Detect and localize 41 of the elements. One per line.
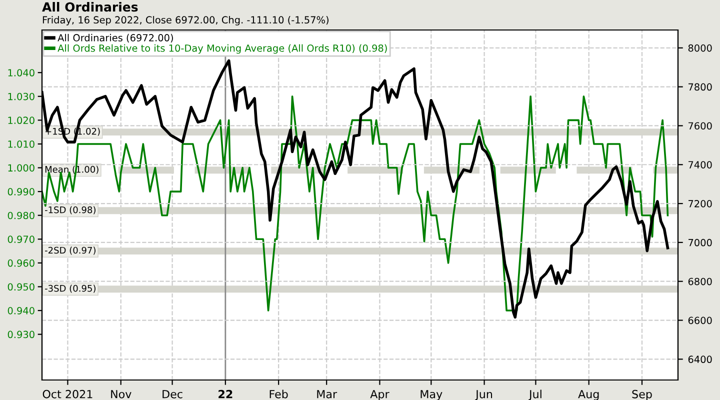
x-tick-label: Apr xyxy=(370,390,390,400)
y-tick-label: 0.980 xyxy=(8,212,34,220)
x-tick-label: Mar xyxy=(317,390,338,398)
legend-label: All Ords Relative to its 10-Day Moving Average (All Ords R10) (0.98) xyxy=(58,44,387,54)
y2-tick-label: 6800 xyxy=(688,278,712,286)
ref-line-label: -3SD (0.95) xyxy=(44,284,96,293)
y-tick-label: 0.930 xyxy=(8,330,34,338)
y2-tick-label: 7400 xyxy=(688,161,712,168)
y2-tick-label: 6600 xyxy=(688,316,712,324)
y-tick-label: 1.040 xyxy=(8,69,34,76)
y-tick-label: 0.990 xyxy=(8,188,34,196)
chart-title: All Ordinaries xyxy=(42,2,138,12)
y-tick-label: 0.970 xyxy=(8,236,34,243)
y-tick-label: 1.020 xyxy=(8,116,34,124)
y2-tick-label: 8000 xyxy=(688,44,712,52)
y-tick-label: 0.950 xyxy=(8,283,34,291)
x-tick-label: Dec xyxy=(162,390,182,398)
y2-tick-label: 6400 xyxy=(688,356,712,364)
x-tick-label: Oct 2021 xyxy=(42,390,92,398)
y2-tick-label: 7200 xyxy=(688,200,712,208)
ref-line-label: -2SD (0.97) xyxy=(44,246,96,255)
y2-tick-label: 7600 xyxy=(688,122,712,130)
x-tick-label: 22 xyxy=(218,390,232,398)
x-tick-label: Feb xyxy=(270,390,288,398)
chart-subtitle: Friday, 16 Sep 2022, Close 6972.00, Chg. -111.10 (-1.57%) xyxy=(42,16,328,26)
legend-label: All Ordinaries (6972.00) xyxy=(58,34,173,43)
y-tick-label: 0.960 xyxy=(8,259,34,267)
ref-line-label: -1SD (0.98) xyxy=(44,206,96,214)
y2-tick-label: 7000 xyxy=(688,238,712,246)
y-tick-label: 0.940 xyxy=(8,307,34,314)
x-tick-label: Nov xyxy=(111,390,132,398)
y2-tick-label: 7800 xyxy=(688,83,712,91)
line-series xyxy=(42,95,669,312)
x-tick-label: May xyxy=(420,390,442,400)
x-tick-label: Sep xyxy=(632,390,652,400)
x-tick-label: Jun xyxy=(475,390,492,400)
x-tick-label: Aug xyxy=(578,390,599,400)
x-tick-label: Jul xyxy=(528,390,542,400)
y-tick-label: 1.030 xyxy=(8,92,34,100)
y-tick-label: 1.000 xyxy=(8,164,34,172)
y-tick-label: 1.010 xyxy=(8,140,34,148)
